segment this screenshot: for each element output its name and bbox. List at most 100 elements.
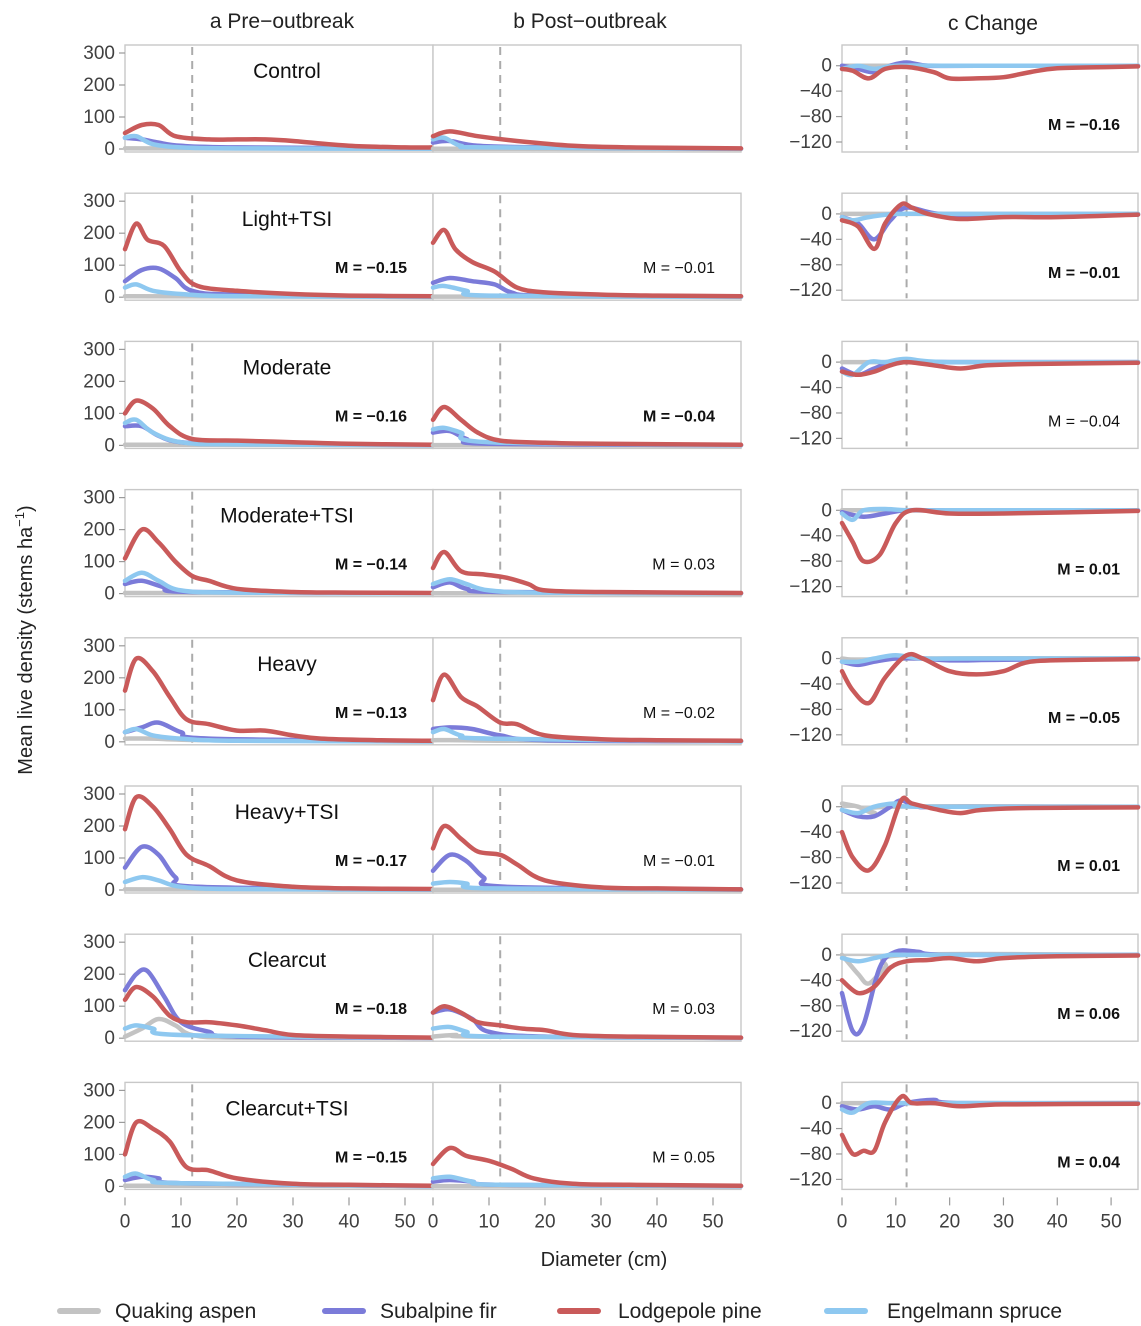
m-statistic: M = −0.16 [1048, 117, 1120, 134]
y-tick-label: 200 [83, 964, 115, 985]
y-axis-title-main: Mean live density (stems ha [15, 526, 37, 775]
series-line-spruce [122, 133, 436, 151]
y-axis-title: Mean live density (stems ha−1) [12, 505, 37, 774]
panel-frame [841, 340, 1139, 450]
panel-frame [841, 637, 1139, 746]
panel-frame [841, 44, 1139, 153]
m-statistic: M = −0.01 [643, 853, 715, 870]
y-tick-label: 300 [83, 488, 115, 509]
y-tick-label: −40 [800, 970, 832, 991]
row-5: 0 100 200 300 Heavy+TSI M = −0.17 M = −0.01 0 −4… [83, 784, 1141, 901]
m-statistic: M = −0.17 [335, 853, 407, 870]
m-statistic: M = −0.01 [1048, 265, 1120, 282]
panel-frame [432, 785, 742, 894]
m-statistic: M = −0.13 [335, 705, 407, 722]
y-tick-label: −120 [789, 280, 832, 301]
panel-frame [124, 192, 434, 301]
m-statistic: M = 0.01 [1057, 562, 1120, 579]
y-tick-label: −40 [800, 378, 832, 399]
y-tick-label: 300 [83, 784, 115, 805]
y-tick-label: 200 [83, 75, 115, 96]
treatment-label: Moderate+TSI [220, 505, 354, 528]
series-line-pine [122, 655, 436, 744]
y-tick-label: −120 [789, 725, 832, 746]
panel-frame [124, 488, 434, 598]
y-tick-label: 100 [83, 848, 115, 869]
y-tick-label: −40 [800, 1119, 832, 1140]
panel-change-1: 0 −40 −80 −120 M = −0.01 [789, 192, 1141, 301]
x-tick-label: 50 [1101, 1211, 1122, 1232]
y-tick-label: −40 [800, 674, 832, 695]
chart-panels: 0 100 200 300 Control 0 −40 −80 −120 M = −0.16 0 10… [83, 43, 1141, 1197]
x-tick-label: 50 [394, 1211, 415, 1232]
y-tick-label: 100 [83, 255, 115, 276]
column-title-change: c Change [948, 12, 1038, 35]
y-tick-label: 0 [821, 500, 832, 521]
panel-change-7: 0 −40 −80 −120 M = 0.04 [789, 1081, 1141, 1190]
y-tick-label: 0 [821, 204, 832, 225]
series-line-pine [839, 201, 1141, 252]
m-statistic: M = −0.01 [643, 260, 715, 277]
panel-frame [432, 1081, 742, 1191]
panel-frame [432, 340, 742, 450]
series-line-pine [430, 1145, 744, 1189]
panel-post-0 [430, 44, 744, 153]
y-tick-label: 200 [83, 520, 115, 541]
panel-frame [841, 933, 1139, 1042]
row-3: 0 100 200 300 Moderate+TSI M = −0.14 M = 0.03 0… [83, 488, 1141, 605]
panel-pre-2: 0 100 200 300 Moderate M = −0.16 [83, 339, 436, 456]
x-tick-label: 30 [282, 1211, 303, 1232]
x-axes: 0 10 20 30 40 50 0 10 20 30 40 50 0 10 20 30 40 50 [120, 1197, 1122, 1232]
y-tick-label: 100 [83, 1144, 115, 1165]
panel-post-1: M = −0.01 [430, 192, 744, 301]
treatment-label: Clearcut+TSI [225, 1097, 348, 1120]
row-0: 0 100 200 300 Control 0 −40 −80 −120 M = −0.16 [83, 43, 1141, 160]
y-tick-label: 0 [821, 56, 832, 77]
row-4: 0 100 200 300 Heavy M = −0.13 M = −0.02 0 −40 −80… [83, 636, 1141, 753]
x-tick-label: 30 [590, 1211, 611, 1232]
x-tick-label: 0 [428, 1211, 439, 1232]
y-tick-label: −80 [800, 1144, 832, 1165]
y-tick-label: −120 [789, 577, 832, 598]
legend-item: Lodgepole pine [557, 1300, 762, 1323]
panel-change-0: 0 −40 −80 −120 M = −0.16 [789, 44, 1141, 153]
series-line-pine [430, 404, 744, 448]
series-line-pine [430, 1003, 744, 1040]
panel-pre-6: 0 100 200 300 Clearcut M = −0.18 [83, 932, 436, 1049]
legend-item: Subalpine fir [322, 1300, 497, 1323]
panel-frame [432, 44, 742, 153]
x-tick-label: 10 [478, 1211, 499, 1232]
y-tick-label: −40 [800, 81, 832, 102]
panel-post-2: M = −0.04 [430, 340, 744, 450]
panel-pre-5: 0 100 200 300 Heavy+TSI M = −0.17 [83, 784, 436, 901]
y-tick-label: 100 [83, 552, 115, 573]
treatment-label: Light+TSI [242, 208, 332, 231]
x-tick-label: 10 [885, 1211, 906, 1232]
x-tick-label: 40 [1047, 1211, 1068, 1232]
y-tick-label: 200 [83, 223, 115, 244]
series-line-pine [122, 526, 436, 596]
series-line-pine [122, 984, 436, 1040]
series-line-pine [430, 672, 744, 744]
series-line-spruce [839, 952, 1141, 964]
y-tick-label: 0 [104, 732, 115, 753]
y-axis-title-close: ) [15, 505, 37, 512]
y-tick-label: −80 [800, 551, 832, 572]
y-tick-label: −80 [800, 107, 832, 128]
y-tick-label: 0 [821, 352, 832, 373]
y-tick-label: −80 [800, 848, 832, 869]
m-statistic: M = −0.05 [1048, 710, 1120, 727]
panel-post-3: M = 0.03 [430, 488, 744, 598]
panel-change-5: 0 −40 −80 −120 M = 0.01 [789, 785, 1141, 894]
y-tick-label: −80 [800, 996, 832, 1017]
series-line-pine [122, 121, 436, 150]
m-statistic: M = −0.15 [335, 1149, 407, 1166]
y-tick-label: 0 [104, 880, 115, 901]
m-statistic: M = −0.04 [1048, 413, 1120, 430]
series-line-pine [122, 794, 436, 892]
series-line-spruce [839, 653, 1141, 665]
column-title-pre-outbreak: a Pre−outbreak [210, 10, 355, 33]
x-tick-label: 0 [837, 1211, 848, 1232]
y-tick-label: −120 [789, 428, 832, 449]
y-tick-label: 0 [104, 1028, 115, 1049]
